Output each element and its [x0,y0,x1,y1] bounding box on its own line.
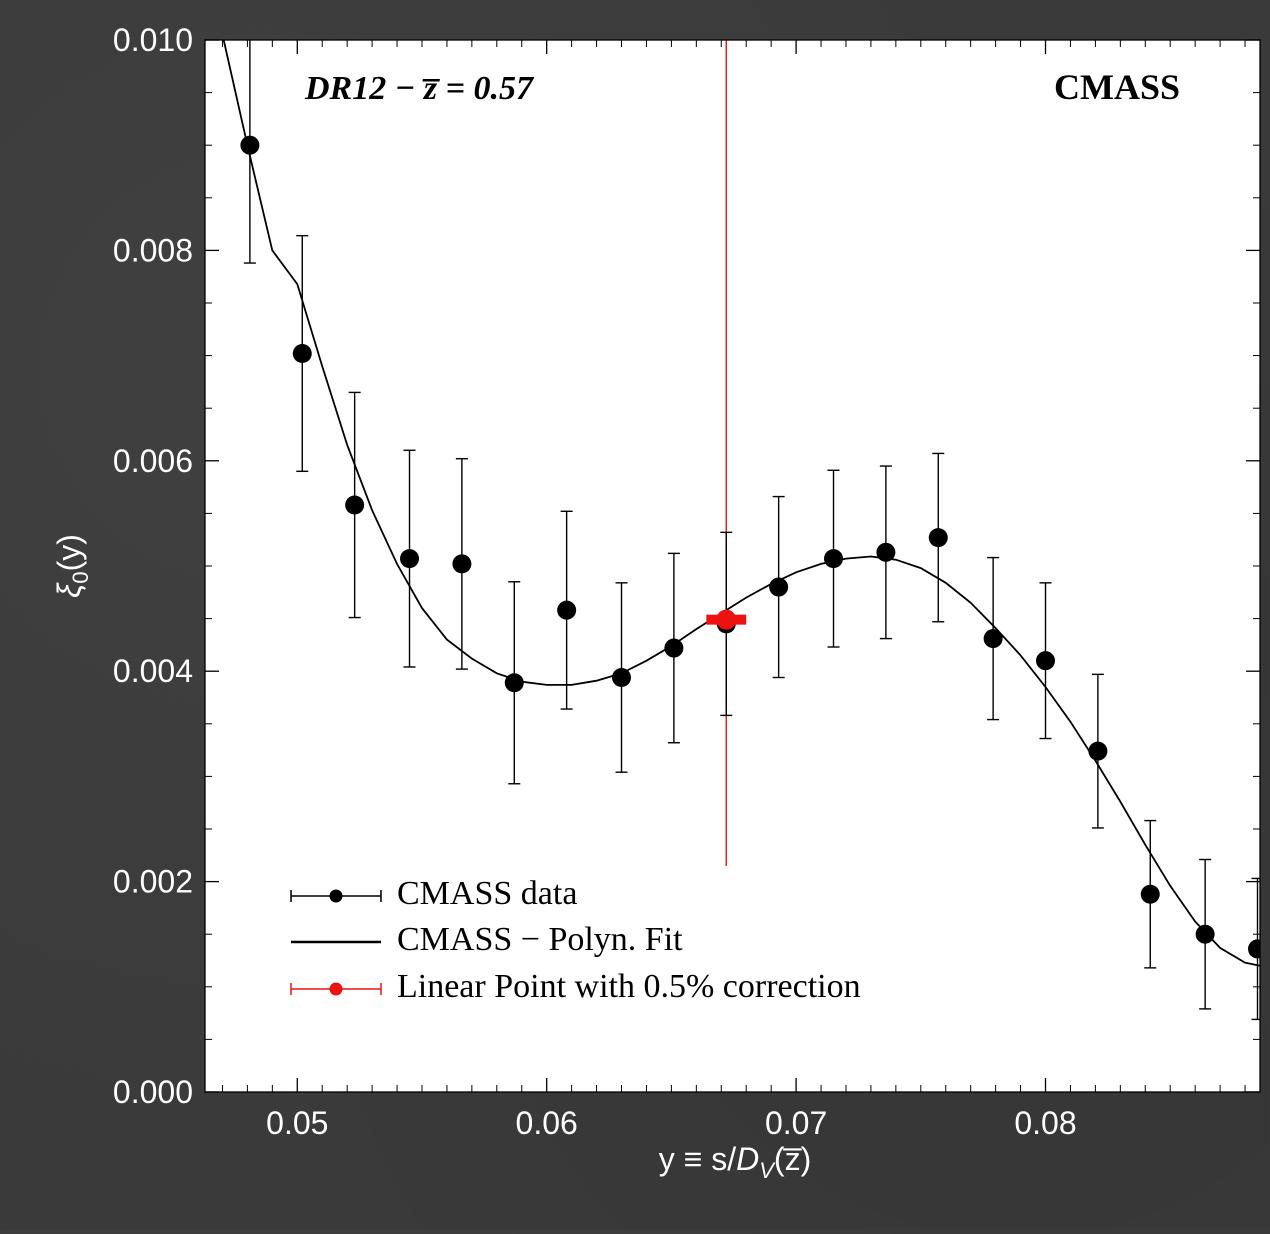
data-point-7 [612,668,632,688]
legend-label-data: CMASS data [397,875,577,912]
data-point-13 [928,528,948,548]
fit-curve [222,40,1260,967]
x-tick-label-0: 0.05 [266,1105,328,1141]
legend-lp-marker [329,982,343,996]
data-point-11 [824,549,844,569]
x-axis-label-d: D [736,1141,759,1177]
linear-point-marker-0 [716,609,737,630]
data-point-2 [345,495,365,515]
legend-item-fit: CMASS − Polyn. Fit [291,921,683,958]
y-axis-label-sub: 0 [68,571,93,583]
data-point-8 [664,638,684,658]
y-tick-label-2: 0.004 [113,653,193,689]
data-point-16 [1088,741,1108,761]
legend: CMASS data CMASS − Polyn. Fit Linear Poi… [290,875,861,1005]
y-axis-label-tail: (y) [51,534,87,571]
legend-data-marker [329,889,343,903]
y-tick-label-1: 0.002 [113,864,193,900]
data-point-14 [983,629,1003,649]
x-axis-label-main: y ≡ s/ [659,1141,736,1177]
data-point-6 [557,600,577,620]
data-point-15 [1036,651,1056,671]
data-point-0 [240,135,260,155]
data-point-layer [240,135,1260,959]
plot-area [205,40,1260,1092]
data-point-5 [504,673,524,693]
legend-label-linear-point: Linear Point with 0.5% correction [397,968,861,1005]
annotation-right: CMASS [1054,67,1180,107]
x-axis-label-sub: V [759,1158,776,1183]
fit-curve-layer [222,40,1260,967]
legend-label-fit: CMASS − Polyn. Fit [397,921,683,958]
minor-tick-layer [205,40,1260,1092]
data-point-3 [400,549,420,569]
annotation-left: DR12 − z̅ = 0.57 [304,70,535,107]
y-tick-label-3: 0.006 [113,443,193,479]
y-axis-label: ξ0(y) [51,534,93,598]
data-point-17 [1140,884,1160,904]
data-point-19 [1248,939,1260,959]
y-tick-label-5: 0.010 [113,22,193,58]
data-point-4 [452,554,472,574]
y-tick-label-4: 0.008 [113,232,193,268]
x-tick-label-3: 0.08 [1014,1105,1076,1141]
y-axis-ticks: 0.000 0.002 0.004 0.006 0.008 0.010 [113,22,1260,1110]
x-axis-label: y ≡ s/DV(z̅) [659,1141,811,1183]
linear-point-layer [706,609,747,630]
legend-item-linear-point: Linear Point with 0.5% correction [290,968,861,1005]
x-tick-label-2: 0.07 [765,1105,827,1141]
data-point-18 [1195,924,1215,944]
data-point-12 [876,542,896,562]
y-tick-label-0: 0.000 [113,1074,193,1110]
plot-frame [204,39,1261,1093]
x-axis-label-tail: (z̅) [774,1141,811,1177]
legend-item-data: CMASS data [290,875,577,912]
x-tick-label-1: 0.06 [516,1105,578,1141]
x-axis-ticks: 0.05 0.06 0.07 0.08 [266,40,1077,1141]
y-axis-label-main: ξ [51,582,87,598]
data-point-1 [292,343,312,363]
data-point-10 [769,577,789,597]
